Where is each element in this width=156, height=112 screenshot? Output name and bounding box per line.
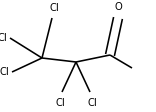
- Text: Cl: Cl: [87, 98, 97, 108]
- Text: Cl: Cl: [49, 3, 59, 13]
- Text: O: O: [114, 2, 122, 12]
- Text: Cl: Cl: [0, 33, 7, 43]
- Text: Cl: Cl: [55, 98, 65, 108]
- Text: Cl: Cl: [0, 67, 9, 77]
